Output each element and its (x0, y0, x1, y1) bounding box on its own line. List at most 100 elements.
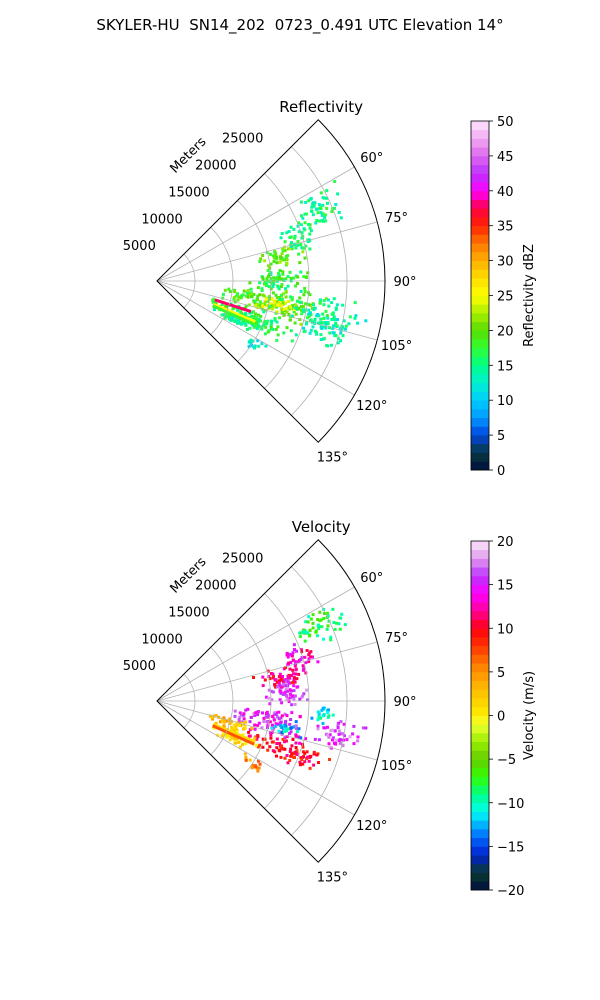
echo-cell (272, 282, 276, 286)
echo-cell (334, 738, 338, 742)
echo-cell (241, 733, 245, 737)
colorbar-segment (471, 443, 489, 453)
range-tick-label: 5000 (123, 239, 156, 254)
echo-cell (316, 710, 320, 714)
echo-cell (293, 236, 297, 240)
echo-cell (277, 729, 281, 733)
echo-cell (288, 688, 292, 692)
echo-cell (214, 721, 218, 725)
echo-cell (312, 752, 316, 756)
echo-cell (302, 275, 306, 279)
echo-cell (283, 727, 287, 731)
echo-cell (279, 755, 283, 759)
echo-cell (289, 225, 293, 229)
echo-cell (325, 627, 329, 631)
colorbar-segment (471, 567, 489, 577)
echo-cell (286, 663, 290, 667)
echo-cell (271, 291, 275, 295)
echo-cell (322, 317, 326, 321)
echo-cell (364, 319, 368, 323)
echo-cell (220, 313, 224, 317)
panel-title: Velocity (292, 518, 351, 536)
echo-cell (229, 316, 233, 320)
echo-cell (214, 714, 218, 717)
colorbar-segment (471, 147, 489, 157)
echo-cell (223, 719, 226, 723)
echo-cell (291, 681, 294, 685)
echo-cell (295, 749, 299, 753)
echo-cell (301, 745, 305, 749)
echo-cell (301, 750, 305, 754)
echo-cell (290, 711, 294, 715)
echo-cell (326, 611, 329, 615)
echo-cell (252, 676, 255, 679)
echo-cell (280, 252, 284, 256)
echo-cell (242, 712, 246, 716)
echo-streak (214, 298, 252, 313)
echo-cell (241, 293, 245, 297)
echo-cell (302, 310, 306, 314)
echo-cell (272, 260, 276, 263)
echo-cell (253, 723, 257, 727)
echo-cell (252, 712, 256, 716)
echo-cell (253, 299, 257, 303)
echo-cell (260, 342, 264, 345)
echo-cell (278, 260, 282, 264)
echo-cell (275, 320, 279, 324)
echo-cell (244, 720, 248, 724)
echo-cell (275, 296, 279, 300)
echo-cell (255, 324, 259, 328)
colorbar-segment (471, 855, 489, 865)
echo-cell (332, 315, 336, 319)
colorbar-segment (471, 278, 489, 288)
echo-cell (282, 312, 286, 316)
echo-cell (269, 287, 273, 291)
echo-cell (269, 689, 273, 693)
echo-streak (212, 302, 256, 324)
echo-cell (290, 674, 294, 677)
echo-cell (280, 258, 284, 262)
echo-cell (316, 724, 320, 728)
echo-cell (275, 305, 279, 309)
echo-cell (233, 290, 237, 294)
colorbar-tick-label: 0 (497, 464, 505, 479)
echo-cell (246, 707, 250, 711)
echo-cell (277, 684, 281, 688)
echo-cell (268, 252, 272, 256)
echo-cell (224, 304, 228, 308)
echo-cell (235, 721, 239, 725)
echo-cell (250, 314, 254, 318)
echo-cell (298, 715, 302, 719)
echo-cell (224, 314, 228, 318)
echo-cell (293, 664, 297, 668)
echo-cell (289, 329, 293, 333)
echo-cell (281, 300, 285, 304)
echo-cell (293, 756, 296, 759)
echo-cell (312, 750, 316, 754)
echo-cell (293, 702, 297, 706)
echo-cell (279, 716, 283, 720)
echo-cell (294, 720, 298, 724)
polar-panel-2: Velocity 5000 10000 15000 20000 25000 60° 75° 90… (123, 518, 537, 899)
echo-cell (285, 735, 289, 739)
echo-cell (284, 666, 288, 669)
echo-cell (312, 320, 316, 324)
echo-cell (327, 742, 331, 746)
echo-cell (283, 301, 287, 305)
echo-cell (324, 322, 328, 326)
colorbar-tick-label: 15 (497, 359, 514, 374)
echo-cell (321, 325, 325, 329)
echo-cell (276, 715, 279, 719)
echo-cell (286, 275, 290, 278)
echo-cell (308, 766, 312, 770)
echo-cell (286, 675, 290, 678)
echo-cell (331, 738, 334, 742)
echo-cell (342, 319, 346, 323)
echo-cell (356, 735, 360, 739)
echo-cell (257, 721, 261, 725)
echo-cell (280, 256, 284, 260)
echo-cell (286, 299, 290, 303)
echo-cell (286, 680, 290, 684)
echo-cell (237, 720, 241, 724)
echo-cell (284, 719, 288, 723)
